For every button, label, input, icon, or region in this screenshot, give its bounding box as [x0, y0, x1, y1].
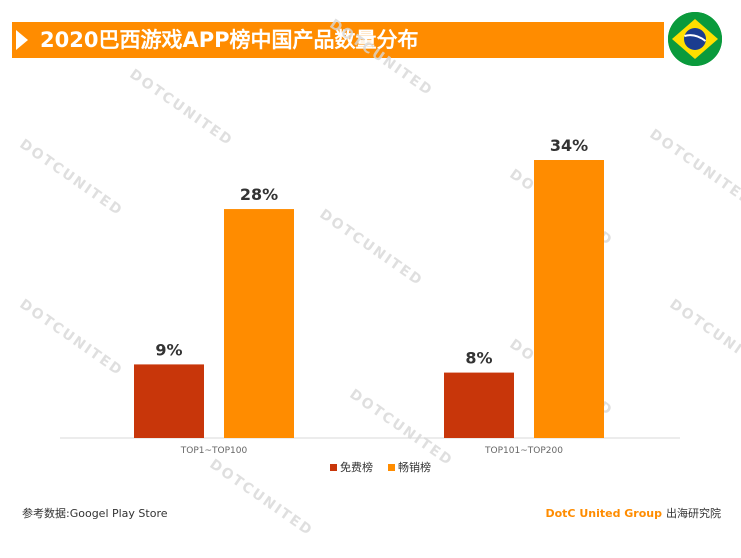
data-label: 34%: [550, 136, 588, 155]
bar: [134, 364, 204, 438]
legend-swatch: [388, 464, 395, 471]
x-tick-label: TOP1~TOP100: [180, 446, 248, 456]
data-label: 28%: [240, 185, 278, 204]
legend-label: 免费榜: [340, 460, 373, 474]
data-label: 9%: [155, 340, 182, 359]
bar: [224, 209, 294, 438]
play-arrow-icon: [16, 30, 28, 50]
legend-label: 畅销榜: [398, 460, 431, 474]
chart-title: 2020巴西游戏APP榜中国产品数量分布: [40, 28, 419, 52]
title-banner: 2020巴西游戏APP榜中国产品数量分布: [12, 22, 664, 58]
brand-label: DotC United Group 出海研究院: [545, 505, 721, 521]
brand-name: DotC United Group: [545, 507, 662, 520]
brazil-flag-icon: [668, 12, 722, 66]
data-label: 8%: [465, 349, 492, 368]
bar: [444, 372, 514, 438]
bar: [534, 160, 604, 438]
legend-swatch: [330, 464, 337, 471]
x-tick-label: TOP101~TOP200: [484, 446, 563, 456]
data-source: 参考数据:Googel Play Store: [22, 507, 168, 520]
brand-subtitle: 出海研究院: [666, 507, 721, 520]
